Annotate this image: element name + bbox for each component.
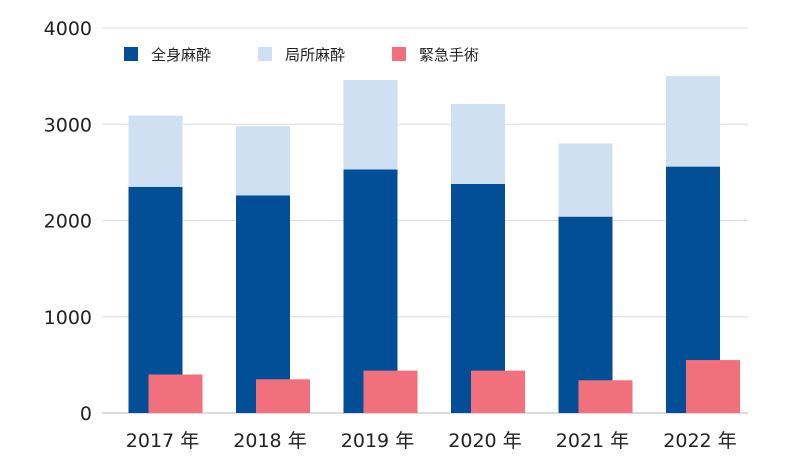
legend: 全身麻酔 局所麻酔 緊急手術 [124,46,479,64]
bar-emergency-2 [363,370,418,413]
y-axis-ticks: 0 1000 2000 3000 4000 [44,18,92,425]
bar-local-3 [451,104,505,184]
bar-local-2 [343,79,398,170]
bar-general-1 [236,195,290,413]
bar-local-4 [558,143,613,217]
y-tick-label: 4000 [44,18,92,40]
bar-local-0 [128,115,183,187]
legend-label: 全身麻酔 [151,46,211,64]
y-tick-label: 2000 [44,211,92,233]
legend-swatch [258,47,272,61]
bar-emergency-4 [578,380,633,413]
bar-emergency-3 [471,370,525,413]
x-tick-label: 2020 年 [448,430,521,452]
legend-swatch [392,47,406,61]
bar-emergency-5 [686,360,740,413]
legend-label: 局所麻酔 [285,46,345,64]
bar-local-1 [236,126,290,196]
x-tick-label: 2019 年 [341,430,414,452]
bars [128,76,740,413]
bar-local-5 [666,76,720,167]
x-tick-label: 2017 年 [126,430,199,452]
x-axis-ticks: 2017 年 2018 年 2019 年 2020 年 2021 年 2022 年 [126,430,737,452]
legend-swatch [124,47,138,61]
y-tick-label: 1000 [44,307,92,329]
y-tick-label: 3000 [44,114,92,136]
legend-label: 緊急手術 [419,46,479,64]
x-tick-label: 2022 年 [663,430,736,452]
bar-emergency-0 [148,374,203,413]
bar-emergency-1 [256,379,310,413]
x-tick-label: 2021 年 [556,430,629,452]
x-tick-label: 2018 年 [233,430,306,452]
grid-lines [102,27,748,414]
y-tick-label: 0 [80,403,92,425]
